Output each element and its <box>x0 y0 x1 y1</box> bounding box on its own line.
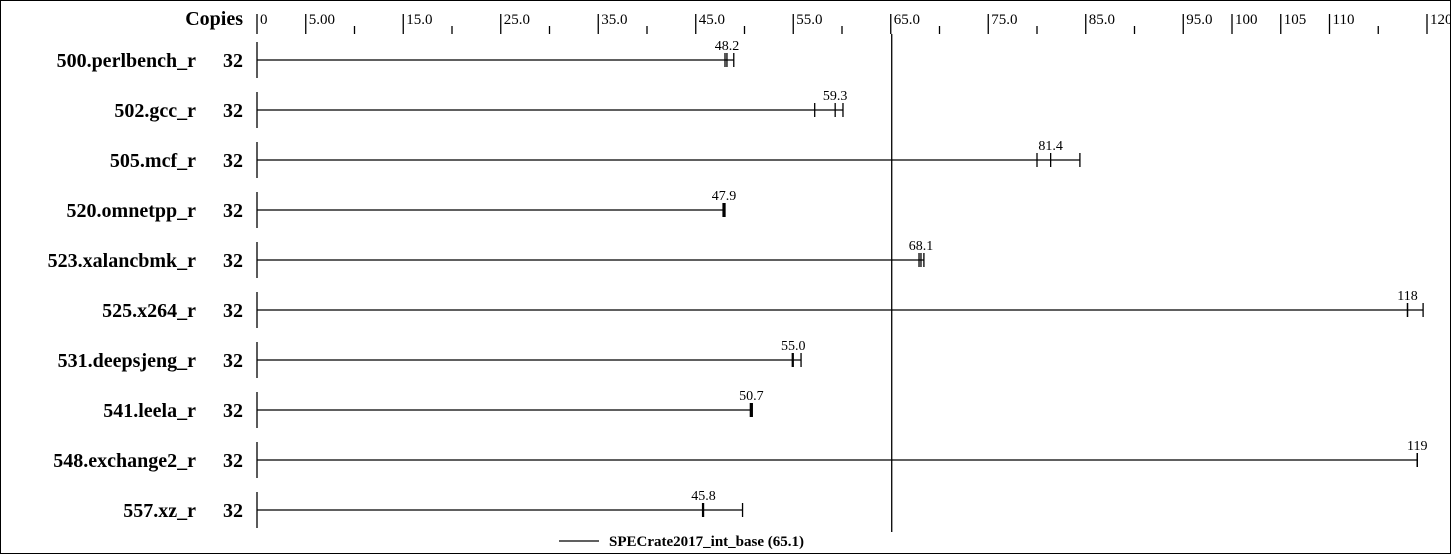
benchmark-copies: 32 <box>223 300 243 322</box>
benchmark-row: 500.perlbench_r 32 48.2 <box>57 39 740 78</box>
benchmark-name: 523.xalancbmk_r <box>48 250 196 272</box>
x-tick-label: 25.0 <box>504 12 530 28</box>
benchmark-copies: 32 <box>223 150 243 172</box>
benchmark-row: 525.x264_r 32 118 <box>102 289 1424 328</box>
x-tick-label: 100 <box>1235 12 1258 28</box>
benchmark-copies: 32 <box>223 250 243 272</box>
benchmark-row: 505.mcf_r 32 81.4 <box>110 139 1081 178</box>
x-tick-label: 75.0 <box>991 12 1017 28</box>
x-axis: 0 5.00 15.0 25.0 35.0 45.0 55.0 65.0 75.0 85.0 95.… <box>256 12 1451 34</box>
value-label: 68.1 <box>909 239 934 254</box>
x-tick-label: 95.0 <box>1186 12 1212 28</box>
value-label: 45.8 <box>691 489 716 504</box>
benchmark-row: 531.deepsjeng_r 32 55.0 <box>58 339 806 378</box>
benchmark-copies: 32 <box>223 500 243 522</box>
benchmark-name: 548.exchange2_r <box>53 450 196 472</box>
benchmark-name: 500.perlbench_r <box>57 50 197 72</box>
x-tick-label: 120 <box>1430 12 1451 28</box>
benchmark-name: 557.xz_r <box>123 500 196 522</box>
x-tick-label: 110 <box>1333 12 1355 28</box>
benchmark-row: 502.gcc_r 32 59.3 <box>114 89 847 128</box>
value-label: 81.4 <box>1038 139 1063 154</box>
benchmark-copies: 32 <box>223 100 243 122</box>
value-label: 118 <box>1397 289 1417 304</box>
benchmark-row: 541.leela_r 32 50.7 <box>103 389 764 428</box>
x-tick-label: 0 <box>260 12 268 28</box>
benchmark-copies: 32 <box>223 350 243 372</box>
value-label: 47.9 <box>712 189 737 204</box>
x-tick-label: 35.0 <box>601 12 627 28</box>
benchmark-copies: 32 <box>223 50 243 72</box>
benchmark-copies: 32 <box>223 400 243 422</box>
value-label: 119 <box>1407 439 1427 454</box>
x-tick-label: 45.0 <box>699 12 725 28</box>
x-tick-label: 55.0 <box>796 12 822 28</box>
x-tick-label: 5.00 <box>309 12 335 28</box>
copies-header: Copies <box>185 8 243 30</box>
x-tick-label: 85.0 <box>1089 12 1115 28</box>
benchmark-copies: 32 <box>223 200 243 222</box>
value-label: 48.2 <box>715 39 740 54</box>
benchmark-name: 531.deepsjeng_r <box>58 350 196 372</box>
benchmark-copies: 32 <box>223 450 243 472</box>
benchmark-name: 502.gcc_r <box>114 100 196 122</box>
x-tick-label: 15.0 <box>406 12 432 28</box>
legend-label: SPECrate2017_int_base (65.1) <box>609 534 804 550</box>
benchmark-row: 520.omnetpp_r 32 47.9 <box>67 189 737 228</box>
benchmark-rows: 500.perlbench_r 32 48.2 502.gcc_r 32 59.3 505.… <box>48 39 1427 528</box>
benchmark-row: 557.xz_r 32 45.8 <box>123 489 744 528</box>
benchmark-name: 525.x264_r <box>102 300 196 322</box>
benchmark-name: 505.mcf_r <box>110 150 196 172</box>
value-label: 50.7 <box>739 389 764 404</box>
x-tick-label: 105 <box>1284 12 1307 28</box>
benchmark-name: 520.omnetpp_r <box>67 200 197 222</box>
benchmark-name: 541.leela_r <box>103 400 196 422</box>
value-label: 59.3 <box>823 89 848 104</box>
benchmark-row: 523.xalancbmk_r 32 68.1 <box>48 239 934 278</box>
benchmark-row: 548.exchange2_r 32 119 <box>53 439 1427 478</box>
x-tick-label: 65.0 <box>894 12 920 28</box>
value-label: 55.0 <box>781 339 806 354</box>
legend: SPECrate2017_int_base (65.1) <box>559 534 804 550</box>
